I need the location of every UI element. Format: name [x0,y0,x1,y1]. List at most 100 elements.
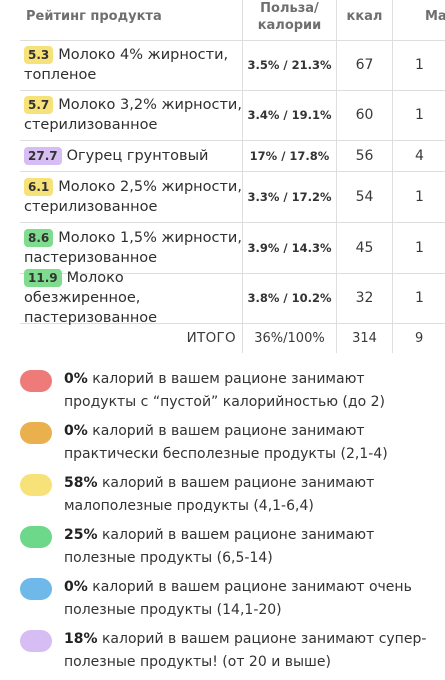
product-name-cell: 8.6 Молоко 1,5% жирности, пастеризованное [20,222,242,273]
product-name-cell: 6.1 Молоко 2,5% жирности, стерилизованное [20,171,242,222]
yellow-dot-icon [20,474,52,496]
mass-cell: 1 [392,40,445,90]
legend-description: калорий в вашем рационе занимают продукт… [64,371,385,410]
header-ratio-line1: Польза/ [260,1,319,16]
total-kcal-cell: 314 [336,323,392,353]
legend-percent: 25% [64,527,98,543]
table-row[interactable]: 5.7 Молоко 3,2% жирности, стерилизованное … [20,90,445,141]
mass-value: 1 [415,107,424,123]
ratio-value: 17% / 17.8% [249,148,330,163]
ratio-cell: 3.4% / 19.1% [242,90,336,140]
mass-value: 1 [415,290,424,306]
mass-value: 1 [415,188,424,205]
legend-percent: 0% [64,579,88,595]
ratio-cell: 3.3% / 17.2% [242,171,336,222]
kcal-value: 67 [355,57,374,73]
kcal-cell: 56 [336,140,392,171]
kcal-cell: 67 [336,40,392,90]
mass-cell: 1 [392,171,445,222]
score-badge: 27.7 [24,146,62,165]
header-ratio-line2: калории [257,18,322,33]
total-row: ИТОГО 36%/100% 314 9 [20,323,445,353]
mass-cell: 1 [392,273,445,323]
kcal-value: 60 [355,107,374,123]
product-name: Молоко 3,2% жирности, [58,97,242,113]
total-ratio: 36%/100% [254,330,325,346]
product-name: Молоко 2,5% жирности, [58,178,242,195]
ratio-cell: 3.9% / 14.3% [242,222,336,273]
ratio-cell: 3.5% / 21.3% [242,40,336,90]
kcal-cell: 45 [336,222,392,273]
legend-text: 0% калорий в вашем рационе занимают очен… [64,576,436,622]
kcal-cell: 32 [336,273,392,323]
ratio-value: 3.5% / 21.3% [247,58,332,72]
header-kcal-label: ккал [346,9,383,24]
total-label: ИТОГО [186,330,236,346]
legend-description: калорий в вашем рационе занимают полезны… [64,527,375,566]
total-ratio-cell: 36%/100% [242,323,336,353]
score-badge: 8.6 [24,228,54,247]
product-name-line2: стерилизованное [24,117,158,133]
product-name: Огурец грунтовый [66,147,209,164]
kcal-cell: 54 [336,171,392,222]
product-name-line2: пастеризованное [24,310,158,326]
legend-text: 25% калорий в вашем рационе занимают пол… [64,524,436,570]
product-name-cell: 27.7 Огурец грунтовый [20,140,242,171]
red-dot-icon [20,370,52,392]
total-kcal: 314 [352,330,377,346]
product-name-cell: 5.7 Молоко 3,2% жирности, стерилизованное [20,90,242,140]
legend-percent: 58% [64,475,98,491]
mass-value: 1 [415,239,424,256]
orange-dot-icon [20,422,52,444]
ratio-value: 3.3% / 17.2% [247,189,332,204]
score-badge: 6.1 [24,177,54,196]
ratio-cell: 3.8% / 10.2% [242,273,336,323]
product-name-line2: пастеризованное [24,249,158,266]
total-label-cell: ИТОГО [20,323,242,353]
score-badge: 5.7 [24,96,54,114]
product-name: Молоко 1,5% жирности, [58,229,242,246]
product-name-cell: 5.3 Молоко 4% жирности, топленое [20,40,242,90]
ratio-value: 3.8% / 10.2% [247,291,332,305]
table-row[interactable]: 8.6 Молоко 1,5% жирности, пастеризованное … [20,222,445,274]
score-badge: 11.9 [24,269,62,287]
product-name-line2: стерилизованное [24,198,158,215]
mass-cell: 4 [392,140,445,171]
ratio-cell: 17% / 17.8% [242,140,336,171]
ratio-value: 3.4% / 19.1% [247,108,332,122]
legend-description: калорий в вашем рационе занимают практич… [64,423,388,462]
header-mass: Ма [392,0,445,40]
score-badge: 5.3 [24,46,54,64]
mass-value: 1 [415,57,424,73]
product-rating-table: Рейтинг продукта Польза/калории ккал Ма … [20,0,445,353]
table-row[interactable]: 27.7 Огурец грунтовый 17% / 17.8% 56 4 [20,140,445,172]
table-row[interactable]: 5.3 Молоко 4% жирности, топленое 3.5% / 21… [20,40,445,91]
product-name-line2: топленое [24,67,97,83]
total-mass: 9 [415,330,424,346]
header-ratio: Польза/калории [242,0,336,40]
table-header-row: Рейтинг продукта Польза/калории ккал Ма [20,0,445,41]
table-row[interactable]: 6.1 Молоко 2,5% жирности, стерилизованное … [20,171,445,223]
legend-description: калорий в вашем рационе занимают супер-п… [64,631,427,670]
mass-cell: 1 [392,90,445,140]
legend-percent: 0% [64,371,88,387]
kcal-value: 56 [355,147,374,164]
legend-text: 0% калорий в вашем рационе занимают прод… [64,368,436,414]
kcal-value: 54 [355,188,374,205]
product-name-cell: 11.9 Молоко обезжиренное, пастеризованное [20,269,242,326]
kcal-value: 32 [355,290,374,306]
header-ratio-label: Польза/калории [258,0,322,34]
ratio-value: 3.9% / 14.3% [247,240,332,255]
kcal-cell: 60 [336,90,392,140]
header-name-label: Рейтинг продукта [26,9,162,24]
legend-description: калорий в вашем рационе занимают малопол… [64,475,375,514]
legend-text: 18% калорий в вашем рационе занимают суп… [64,628,436,674]
legend-description: калорий в вашем рационе занимают очень п… [64,579,412,618]
mass-cell: 1 [392,222,445,273]
legend-percent: 0% [64,423,88,439]
purple-dot-icon [20,630,52,652]
kcal-value: 45 [355,239,374,256]
legend-text: 0% калорий в вашем рационе занимают прак… [64,420,436,466]
total-mass-cell: 9 [392,323,445,353]
table-row[interactable]: 11.9 Молоко обезжиренное, пастеризованное … [20,269,445,326]
